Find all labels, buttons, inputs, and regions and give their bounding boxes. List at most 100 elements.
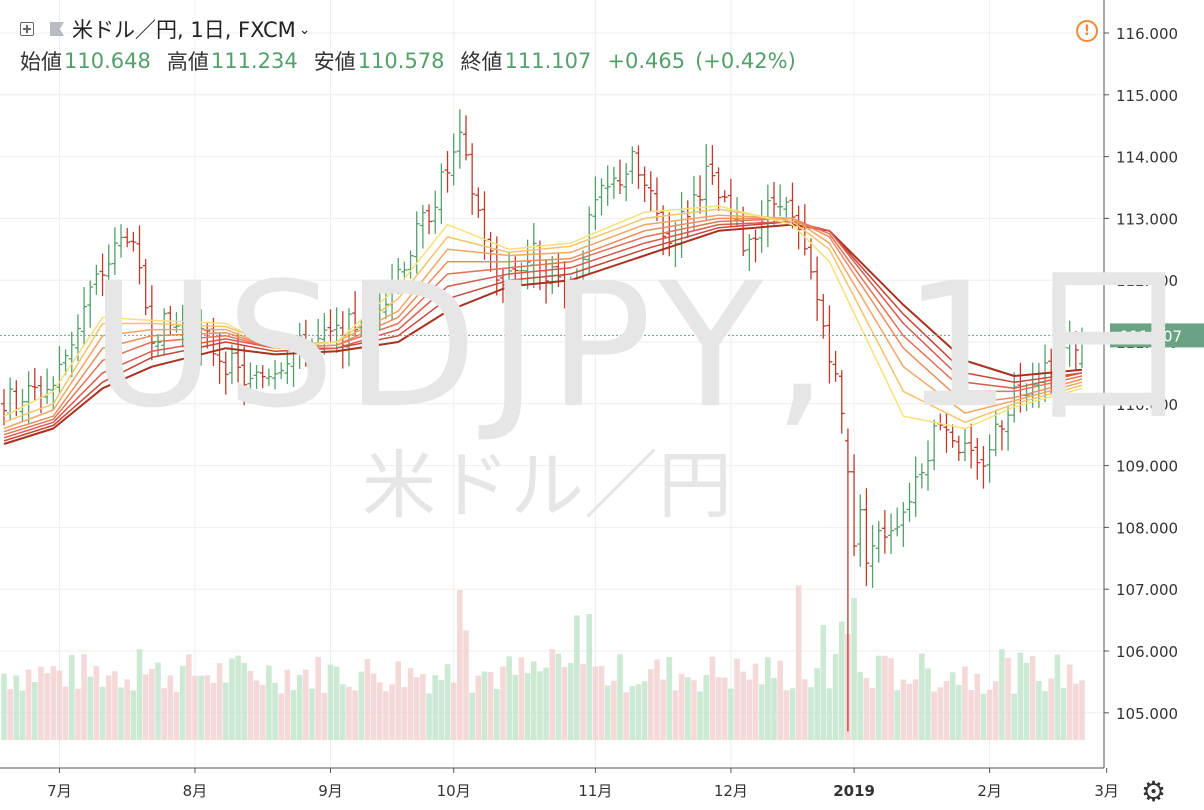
volume-bar: [592, 666, 599, 740]
volume-bar: [124, 679, 130, 740]
volume-bar: [734, 658, 740, 740]
volume-bar: [1, 673, 7, 740]
volume-bar: [167, 675, 174, 740]
y-tick-label: 110.000: [1116, 396, 1178, 414]
volume-bar: [222, 682, 229, 740]
volume-bar: [672, 690, 679, 740]
ohlc-legend: 始値 110.648 高値 111.234 安値 110.578 終値 111.…: [20, 46, 806, 76]
volume-bar: [1011, 693, 1018, 740]
volume-bar: [352, 690, 358, 740]
volume-bar: [266, 665, 272, 740]
price-axis: [1104, 0, 1204, 810]
volume-bar: [598, 665, 605, 740]
y-tick-label: 109.000: [1116, 458, 1178, 476]
volume-bar: [44, 673, 50, 740]
volume-bar: [309, 688, 315, 740]
volume-bar: [173, 691, 180, 740]
volume-bar: [413, 677, 420, 740]
volume-bar: [678, 673, 685, 740]
volume-bar: [660, 679, 666, 740]
volume-bar: [580, 664, 586, 740]
volume-bar: [863, 677, 870, 740]
volume-bar: [555, 653, 562, 740]
x-tick-label: 12月: [714, 782, 748, 800]
volume-bar: [475, 675, 482, 740]
volume-bar: [894, 690, 900, 740]
volume-bar: [358, 671, 365, 740]
volume-bar: [272, 682, 278, 740]
symbol-title[interactable]: 米ドル／円, 1日, FXCM: [72, 18, 296, 42]
x-tick-label: 11月: [578, 782, 612, 800]
volume-bar: [179, 665, 186, 740]
ma-line-5: [3, 217, 1083, 436]
plus-box-icon[interactable]: [20, 22, 34, 36]
volume-bar: [364, 659, 371, 740]
gear-icon[interactable]: ⚙: [1141, 775, 1167, 808]
volume-bar: [623, 692, 629, 740]
ma-line-8: [3, 223, 1083, 445]
chevron-down-icon[interactable]: ⌄: [298, 22, 311, 38]
flag-icon: [50, 22, 64, 36]
volume-bar: [290, 690, 297, 740]
volume-bar: [851, 598, 857, 740]
volume-bar: [641, 681, 648, 740]
volume-bar: [721, 677, 728, 740]
volume-bar: [142, 674, 149, 740]
volume-bar: [992, 681, 999, 740]
volume-bar: [561, 666, 568, 740]
volume-bar: [604, 685, 611, 740]
volume-bar: [931, 691, 937, 740]
volume-bar: [161, 688, 167, 740]
volume-bar: [389, 684, 395, 740]
volume-bar: [259, 684, 266, 740]
volume-bar: [968, 689, 974, 740]
volume-bar: [728, 688, 734, 740]
volume-bar: [383, 691, 389, 740]
volume-bar: [469, 692, 475, 740]
x-tick-label: 3月: [1094, 782, 1119, 800]
volume-bar: [346, 686, 352, 740]
watermark-symbol: USDJPY, 1日: [90, 245, 1204, 446]
volume-bar: [758, 684, 765, 740]
volume-bar: [229, 658, 235, 740]
volume-bar: [198, 675, 204, 740]
volume-bar: [7, 689, 13, 740]
watermark-name: 米ドル／円: [362, 443, 732, 529]
warning-icon[interactable]: !: [1076, 20, 1098, 42]
volume-bar: [912, 679, 919, 740]
volume-bar: [401, 687, 408, 740]
volume-bar: [13, 675, 20, 740]
y-tick-label: 108.000: [1116, 519, 1178, 537]
volume-bar: [1042, 691, 1048, 740]
volume-bar: [450, 682, 457, 740]
open-value: 110.648: [64, 49, 151, 73]
volume-bar: [974, 673, 981, 740]
volume-bar: [494, 688, 500, 740]
y-tick-label: 116.000: [1116, 25, 1178, 43]
volume-bar: [814, 668, 820, 740]
volume-bar: [75, 688, 81, 740]
volume-bar: [857, 672, 864, 740]
volume-bar: [900, 679, 907, 740]
close-value: 111.107: [504, 49, 592, 73]
volume-bar: [118, 687, 124, 740]
volume-bar: [333, 666, 340, 740]
volume-bar: [432, 675, 438, 740]
volume-bar: [740, 671, 746, 740]
x-tick-label: 9月: [318, 782, 343, 800]
volume-bar: [795, 585, 802, 740]
volume-bar: [925, 668, 931, 740]
volume-bar: [869, 687, 876, 740]
volume-bar: [149, 668, 155, 740]
volume-bar: [192, 675, 198, 740]
volume-bar: [691, 680, 697, 740]
volume-bar: [278, 693, 284, 740]
volume-bar: [906, 683, 913, 740]
volume-bar: [186, 654, 192, 740]
volume-bar: [1073, 683, 1079, 740]
volume-bar: [789, 688, 796, 740]
volume-bar: [241, 662, 248, 740]
symbol-legend: 米ドル／円, 1日, FXCM ⌄: [20, 14, 311, 44]
volume-bar: [586, 614, 592, 740]
